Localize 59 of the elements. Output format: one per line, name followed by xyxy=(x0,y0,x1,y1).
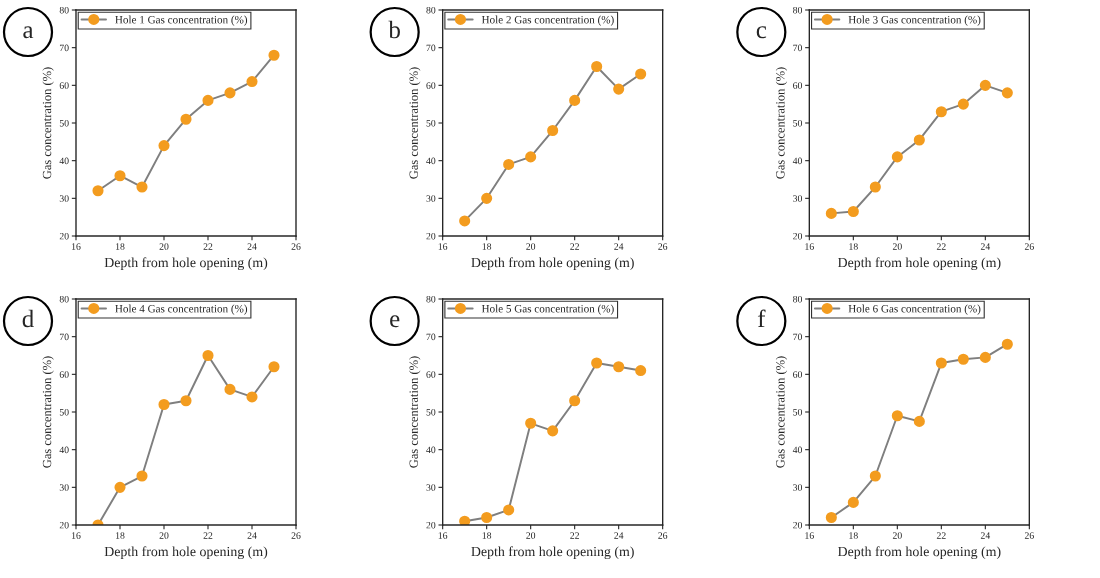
point xyxy=(935,106,947,118)
point xyxy=(825,511,837,524)
point xyxy=(979,79,991,91)
point xyxy=(569,395,581,407)
point xyxy=(847,496,859,508)
point xyxy=(246,391,258,403)
point xyxy=(1001,87,1013,99)
point xyxy=(114,481,126,493)
point xyxy=(1001,338,1013,350)
point xyxy=(503,158,515,170)
point xyxy=(481,192,493,204)
point xyxy=(158,140,170,152)
point xyxy=(180,113,192,125)
point xyxy=(635,365,647,377)
point xyxy=(503,504,515,516)
point xyxy=(869,470,881,482)
point xyxy=(525,151,537,163)
point xyxy=(114,170,126,182)
point xyxy=(635,68,647,80)
text: d xyxy=(22,309,34,328)
point xyxy=(957,98,969,110)
point xyxy=(481,511,493,524)
point xyxy=(613,83,625,95)
text: b xyxy=(388,20,400,39)
point xyxy=(591,357,603,369)
point xyxy=(246,76,258,88)
point xyxy=(268,361,280,373)
point xyxy=(224,87,236,99)
point xyxy=(180,395,192,407)
text: a xyxy=(23,26,34,39)
point xyxy=(935,357,947,369)
point xyxy=(202,349,214,362)
point xyxy=(913,415,925,427)
point xyxy=(136,181,148,193)
text: f xyxy=(757,309,766,328)
point xyxy=(913,134,925,146)
point xyxy=(268,49,280,61)
point xyxy=(525,417,537,429)
text: e xyxy=(390,315,400,328)
point xyxy=(202,94,214,106)
point xyxy=(459,515,471,525)
point xyxy=(591,60,603,73)
point xyxy=(547,124,559,137)
point xyxy=(825,207,837,219)
point xyxy=(224,383,236,395)
point xyxy=(891,410,903,422)
point xyxy=(569,94,581,106)
point xyxy=(92,185,104,197)
text: c xyxy=(756,26,767,39)
point xyxy=(891,151,903,163)
point xyxy=(957,353,969,365)
point xyxy=(547,425,559,437)
point xyxy=(158,398,170,411)
point xyxy=(847,205,859,218)
point xyxy=(869,181,881,193)
point xyxy=(979,351,991,363)
point xyxy=(459,215,471,227)
point xyxy=(136,470,148,482)
point xyxy=(613,361,625,373)
